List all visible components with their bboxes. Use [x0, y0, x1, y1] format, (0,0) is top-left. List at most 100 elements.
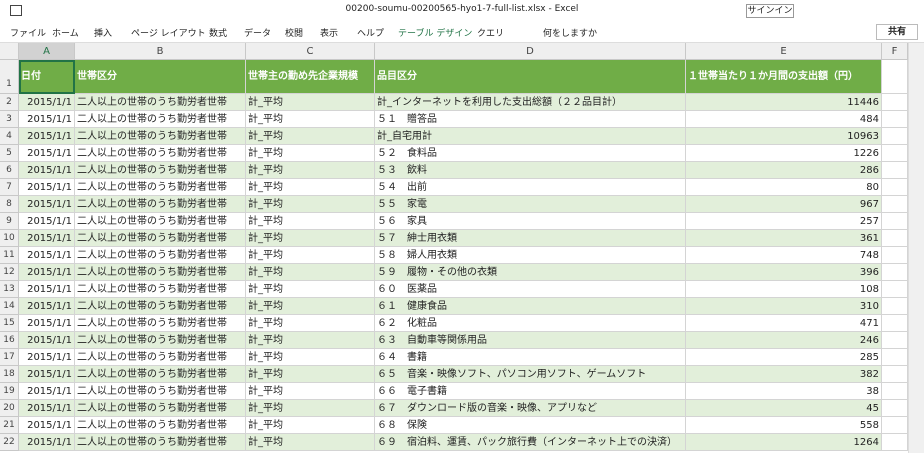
row-header[interactable]: 1: [0, 60, 19, 94]
column-header[interactable]: C: [246, 43, 375, 60]
column-header[interactable]: B: [75, 43, 246, 60]
table-cell[interactable]: 計_平均: [246, 383, 375, 400]
table-cell[interactable]: ６６ 電子書籍: [375, 383, 686, 400]
table-cell[interactable]: 計_平均: [246, 230, 375, 247]
cell[interactable]: [882, 383, 908, 400]
row-header[interactable]: 7: [0, 179, 19, 196]
table-header-cell[interactable]: 世帯区分: [75, 60, 246, 94]
table-cell[interactable]: 計_平均: [246, 281, 375, 298]
table-cell[interactable]: 二人以上の世帯のうち勤労者世帯: [75, 179, 246, 196]
table-cell[interactable]: 二人以上の世帯のうち勤労者世帯: [75, 281, 246, 298]
table-cell[interactable]: 二人以上の世帯のうち勤労者世帯: [75, 111, 246, 128]
row-header[interactable]: 21: [0, 417, 19, 434]
cell[interactable]: [882, 281, 908, 298]
table-cell[interactable]: 計_平均: [246, 179, 375, 196]
table-cell[interactable]: ５２ 食料品: [375, 145, 686, 162]
cell[interactable]: [882, 162, 908, 179]
row-header[interactable]: 19: [0, 383, 19, 400]
row-header[interactable]: 16: [0, 332, 19, 349]
cell[interactable]: [882, 247, 908, 264]
table-cell[interactable]: 計_自宅用計: [375, 128, 686, 145]
table-cell[interactable]: 計_平均: [246, 128, 375, 145]
table-cell[interactable]: ５４ 出前: [375, 179, 686, 196]
table-cell[interactable]: 計_平均: [246, 400, 375, 417]
table-cell[interactable]: 2015/1/1: [19, 400, 75, 417]
cell[interactable]: [882, 264, 908, 281]
table-cell[interactable]: 11446: [686, 94, 882, 111]
table-cell[interactable]: 計_平均: [246, 162, 375, 179]
cell[interactable]: [882, 145, 908, 162]
ribbon-tab[interactable]: 数式: [209, 29, 228, 39]
table-cell[interactable]: 二人以上の世帯のうち勤労者世帯: [75, 128, 246, 145]
table-cell[interactable]: 2015/1/1: [19, 281, 75, 298]
table-cell[interactable]: 748: [686, 247, 882, 264]
table-cell[interactable]: 45: [686, 400, 882, 417]
table-cell[interactable]: 計_平均: [246, 145, 375, 162]
ribbon-tab[interactable]: ヘルプ: [357, 29, 385, 39]
table-cell[interactable]: 2015/1/1: [19, 94, 75, 111]
table-cell[interactable]: 計_インターネットを利用した支出総額（２２品目計）: [375, 94, 686, 111]
table-cell[interactable]: 二人以上の世帯のうち勤労者世帯: [75, 366, 246, 383]
table-cell[interactable]: 2015/1/1: [19, 128, 75, 145]
table-cell[interactable]: ６２ 化粧品: [375, 315, 686, 332]
table-cell[interactable]: 計_平均: [246, 94, 375, 111]
table-cell[interactable]: 二人以上の世帯のうち勤労者世帯: [75, 434, 246, 451]
column-header[interactable]: A: [19, 43, 75, 60]
table-cell[interactable]: ５７ 紳士用衣類: [375, 230, 686, 247]
table-cell[interactable]: ５９ 履物・その他の衣類: [375, 264, 686, 281]
row-header[interactable]: 22: [0, 434, 19, 451]
ribbon-tab[interactable]: 表示: [320, 29, 339, 39]
column-header[interactable]: D: [375, 43, 686, 60]
table-cell[interactable]: 二人以上の世帯のうち勤労者世帯: [75, 315, 246, 332]
table-cell[interactable]: 80: [686, 179, 882, 196]
table-cell[interactable]: 計_平均: [246, 196, 375, 213]
table-cell[interactable]: 2015/1/1: [19, 179, 75, 196]
ribbon-tab[interactable]: ファイル: [10, 29, 47, 39]
cell[interactable]: [882, 179, 908, 196]
table-cell[interactable]: 2015/1/1: [19, 196, 75, 213]
table-cell[interactable]: ５３ 飲料: [375, 162, 686, 179]
table-cell[interactable]: 2015/1/1: [19, 111, 75, 128]
table-cell[interactable]: 396: [686, 264, 882, 281]
table-cell[interactable]: 二人以上の世帯のうち勤労者世帯: [75, 332, 246, 349]
table-cell[interactable]: 計_平均: [246, 417, 375, 434]
table-cell[interactable]: 2015/1/1: [19, 247, 75, 264]
ribbon-tab[interactable]: ホーム: [52, 29, 79, 39]
table-cell[interactable]: 二人以上の世帯のうち勤労者世帯: [75, 400, 246, 417]
cell[interactable]: [882, 128, 908, 145]
row-header[interactable]: 17: [0, 349, 19, 366]
table-cell[interactable]: 257: [686, 213, 882, 230]
ribbon-tab[interactable]: データ: [244, 29, 272, 39]
row-header[interactable]: 10: [0, 230, 19, 247]
cell[interactable]: [882, 111, 908, 128]
table-cell[interactable]: 二人以上の世帯のうち勤労者世帯: [75, 264, 246, 281]
table-cell[interactable]: 285: [686, 349, 882, 366]
table-header-cell[interactable]: １世帯当たり１か月間の支出額（円）: [686, 60, 882, 94]
table-cell[interactable]: 286: [686, 162, 882, 179]
table-header-cell[interactable]: 品目区分: [375, 60, 686, 94]
ribbon-tab[interactable]: 挿入: [94, 29, 113, 39]
row-header[interactable]: 9: [0, 213, 19, 230]
table-cell[interactable]: 38: [686, 383, 882, 400]
row-header[interactable]: 18: [0, 366, 19, 383]
table-cell[interactable]: 10963: [686, 128, 882, 145]
cell[interactable]: [882, 417, 908, 434]
table-cell[interactable]: 1264: [686, 434, 882, 451]
table-cell[interactable]: 558: [686, 417, 882, 434]
ribbon-tab[interactable]: テーブル デザイン: [398, 29, 473, 39]
table-cell[interactable]: 二人以上の世帯のうち勤労者世帯: [75, 417, 246, 434]
row-header[interactable]: 13: [0, 281, 19, 298]
table-cell[interactable]: 二人以上の世帯のうち勤労者世帯: [75, 383, 246, 400]
table-cell[interactable]: 108: [686, 281, 882, 298]
share-button[interactable]: 共有: [876, 24, 918, 40]
table-cell[interactable]: 2015/1/1: [19, 434, 75, 451]
table-cell[interactable]: 計_平均: [246, 366, 375, 383]
row-header[interactable]: 8: [0, 196, 19, 213]
row-header[interactable]: 14: [0, 298, 19, 315]
table-cell[interactable]: 967: [686, 196, 882, 213]
cell[interactable]: [882, 298, 908, 315]
table-cell[interactable]: 246: [686, 332, 882, 349]
row-header[interactable]: 5: [0, 145, 19, 162]
table-cell[interactable]: 361: [686, 230, 882, 247]
table-cell[interactable]: 1226: [686, 145, 882, 162]
